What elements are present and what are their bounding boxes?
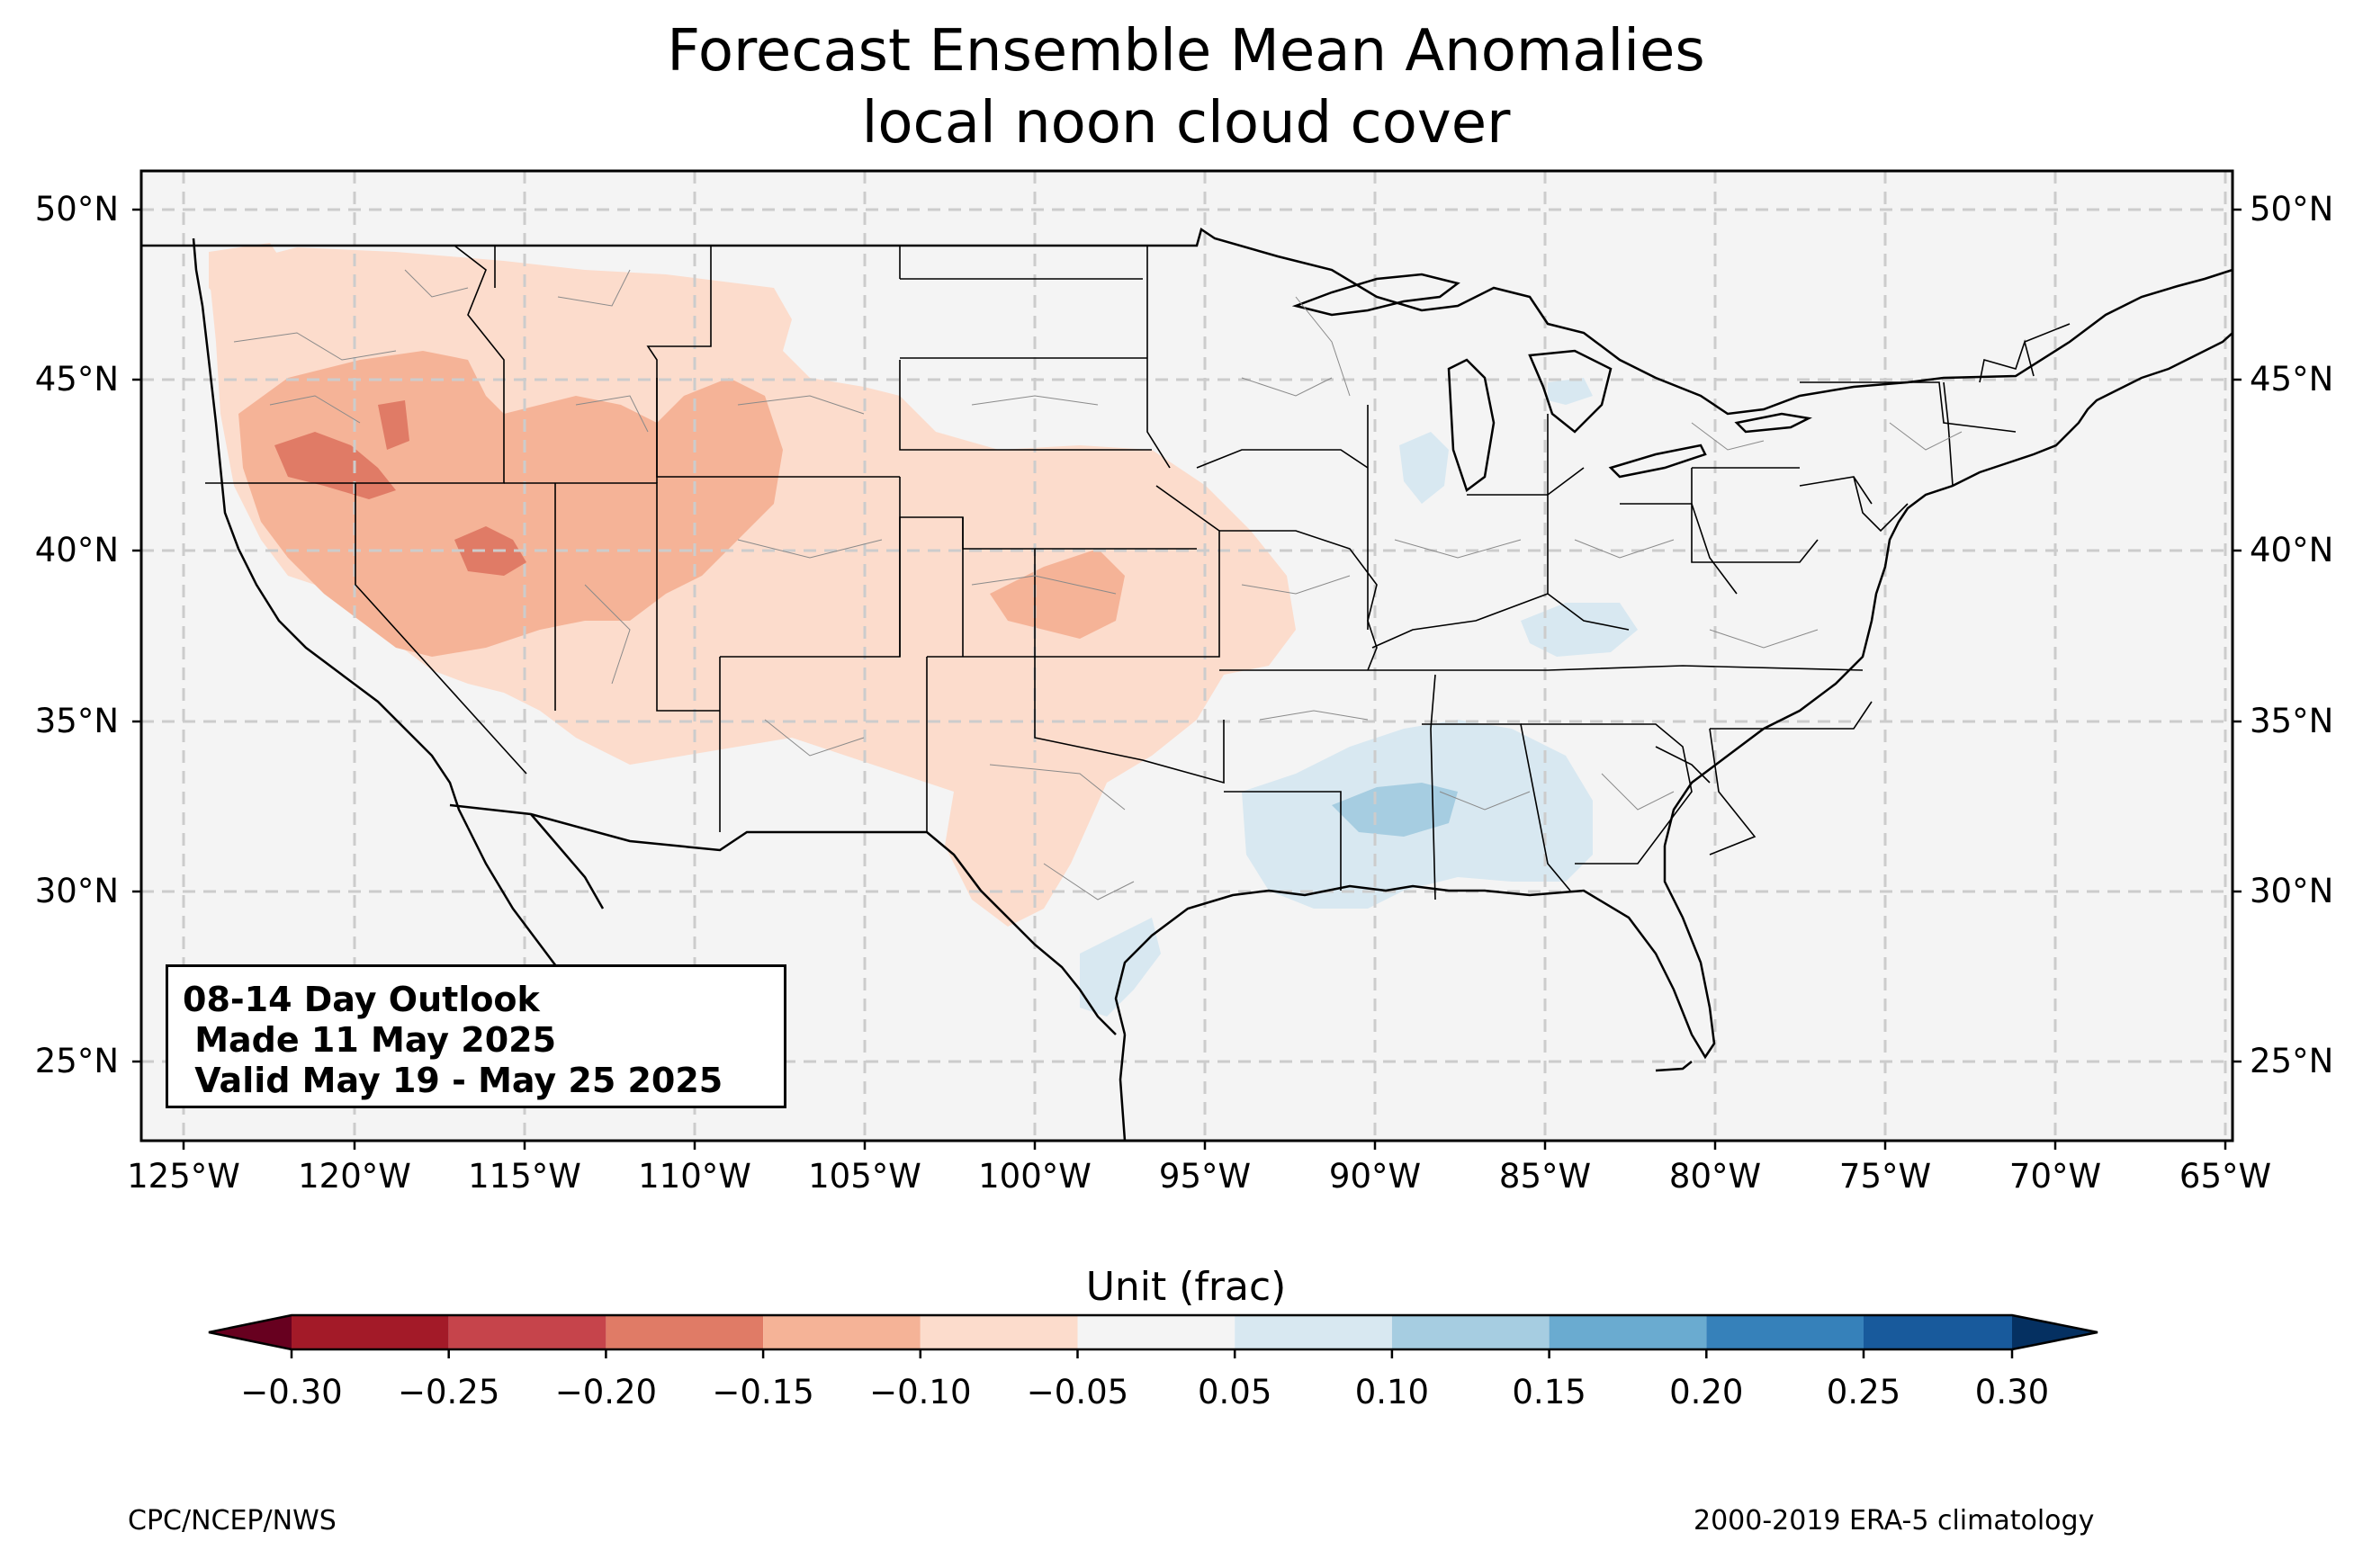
lat-label-30-right: 30°N [2250, 872, 2333, 910]
footer-source: CPC/NCEP/NWS [128, 1505, 337, 1537]
anomaly-light-blue-michigan [1548, 378, 1593, 405]
outlook-period: 08-14 Day Outlook [183, 980, 540, 1019]
lat-label-45: 45°N [35, 360, 119, 399]
lon-label-95: 95°W [1159, 1157, 1251, 1196]
colorbar-swatch [1077, 1315, 1235, 1349]
colorbar-extend-min [209, 1315, 292, 1349]
lake-ontario [1734, 412, 1812, 434]
lon-label-115: 115°W [468, 1157, 581, 1196]
latitude-axis [132, 208, 2242, 1063]
division-lines [233, 269, 1963, 900]
anomaly-medium-blue-mississippi-alabama [1332, 783, 1458, 837]
lon-label-85: 85°W [1499, 1157, 1591, 1196]
lat-label-25-right: 25°N [2250, 1042, 2333, 1080]
colorbar-label: 0.25 [1827, 1373, 1900, 1411]
lake-erie [1608, 444, 1707, 479]
gulf-of-california-coast [530, 813, 605, 909]
anomaly-dark-red-idaho [378, 400, 409, 450]
colorbar-label: 0.05 [1198, 1373, 1271, 1411]
lon-label-125: 125°W [127, 1157, 240, 1196]
colorbar-label: −0.10 [869, 1373, 971, 1411]
colorbar-ticks [290, 1349, 2014, 1358]
latitude-labels-right: 50°N 45°N 40°N 35°N 30°N 25°N [2250, 190, 2333, 1080]
colorbar-label: −0.20 [555, 1373, 657, 1411]
lat-label-50: 50°N [35, 190, 119, 228]
florida-keys [1655, 1061, 1693, 1072]
lat-label-40-right: 40°N [2250, 531, 2333, 569]
lon-label-105: 105°W [808, 1157, 921, 1196]
chart-subtitle: local noon cloud cover [861, 90, 1511, 157]
anomaly-light-blue-south-texas [1080, 918, 1161, 1017]
anomaly-medium-red-great-basin [238, 351, 783, 657]
chart-title: Forecast Ensemble Mean Anomalies [667, 18, 1705, 85]
lat-label-30: 30°N [35, 872, 119, 910]
outlook-info-box: 08-14 Day Outlook Made 11 May 2025 Valid… [166, 964, 786, 1108]
latitude-labels-left: 50°N 45°N 40°N 35°N 30°N 25°N [35, 190, 119, 1080]
colorbar-swatch [920, 1315, 1078, 1349]
gulf-coast [1114, 846, 1716, 1060]
colorbar-swatch [1706, 1315, 1864, 1349]
colorbar-swatch [448, 1315, 606, 1349]
lat-label-50-right: 50°N [2250, 190, 2333, 228]
longitude-labels: 125°W 120°W 115°W 110°W 105°W 100°W 95°W… [127, 1157, 2271, 1196]
us-canada-border [141, 228, 2233, 416]
colorbar-label: −0.30 [240, 1373, 342, 1411]
colorbar-swatches [292, 1315, 2012, 1349]
colorbar: −0.30 −0.25 −0.20 −0.15 −0.10 −0.05 0.05… [208, 1313, 2098, 1411]
anomaly-light-red-pacnw-coast [209, 243, 288, 306]
colorbar-extend-max [2012, 1315, 2098, 1349]
lon-label-75: 75°W [1839, 1157, 1931, 1196]
colorbar-label: 0.20 [1669, 1373, 1743, 1411]
colorbar-title: Unit (frac) [1085, 1264, 1287, 1310]
map-frame [139, 169, 2234, 1142]
lon-label-80: 80°W [1669, 1157, 1761, 1196]
mexico-border [449, 803, 1117, 1035]
anomaly-light-blue-kentucky-tennessee [1521, 603, 1638, 657]
lake-michigan [1447, 358, 1496, 493]
outlook-valid-range: Valid May 19 - May 25 2025 [183, 1061, 723, 1100]
colorbar-label: −0.05 [1027, 1373, 1128, 1411]
pacific-coast [192, 237, 470, 829]
mexico-gulf-coast [1119, 1034, 1127, 1141]
lat-label-40: 40°N [35, 531, 119, 569]
anomaly-light-blue-iowa-illinois [1399, 432, 1449, 504]
lon-label-100: 100°W [978, 1157, 1092, 1196]
lon-label-110: 110°W [638, 1157, 751, 1196]
lake-huron [1528, 349, 1613, 434]
longitude-axis [182, 1141, 2227, 1150]
lon-label-70: 70°W [2009, 1157, 2101, 1196]
colorbar-tick-labels: −0.30 −0.25 −0.20 −0.15 −0.10 −0.05 0.05… [240, 1373, 2049, 1411]
atlantic-coast [1663, 332, 2233, 847]
lon-label-65: 65°W [2179, 1157, 2271, 1196]
lon-label-90: 90°W [1329, 1157, 1421, 1196]
colorbar-label: 0.10 [1355, 1373, 1429, 1411]
colorbar-label: 0.15 [1512, 1373, 1586, 1411]
colorbar-swatch [1391, 1315, 1550, 1349]
colorbar-label: −0.25 [398, 1373, 499, 1411]
colorbar-label: −0.15 [712, 1373, 813, 1411]
lat-label-45-right: 45°N [2250, 360, 2333, 399]
lat-label-25: 25°N [35, 1042, 119, 1080]
lon-label-120: 120°W [298, 1157, 411, 1196]
state-borders [205, 245, 2071, 900]
lat-label-35: 35°N [35, 702, 119, 740]
negative-anomaly-layer [209, 243, 1296, 927]
lat-label-35-right: 35°N [2250, 702, 2333, 740]
positive-anomaly-layer [1080, 378, 1638, 1017]
colorbar-swatch [763, 1315, 921, 1349]
anomaly-medium-red-plains [990, 549, 1125, 639]
colorbar-swatch [1235, 1315, 1392, 1349]
lake-superior [1291, 273, 1460, 317]
colorbar-swatch [292, 1315, 449, 1349]
colorbar-label: 0.30 [1975, 1373, 2049, 1411]
colorbar-swatch [1864, 1315, 2012, 1349]
colorbar-swatch [1549, 1315, 1707, 1349]
anomaly-dark-red-nevada [454, 526, 526, 576]
footer-climatology: 2000-2019 ERA-5 climatology [1694, 1505, 2095, 1537]
outlook-made-date: Made 11 May 2025 [183, 1020, 557, 1060]
coastlines-borders [141, 228, 2233, 1141]
colorbar-swatch [606, 1315, 764, 1349]
